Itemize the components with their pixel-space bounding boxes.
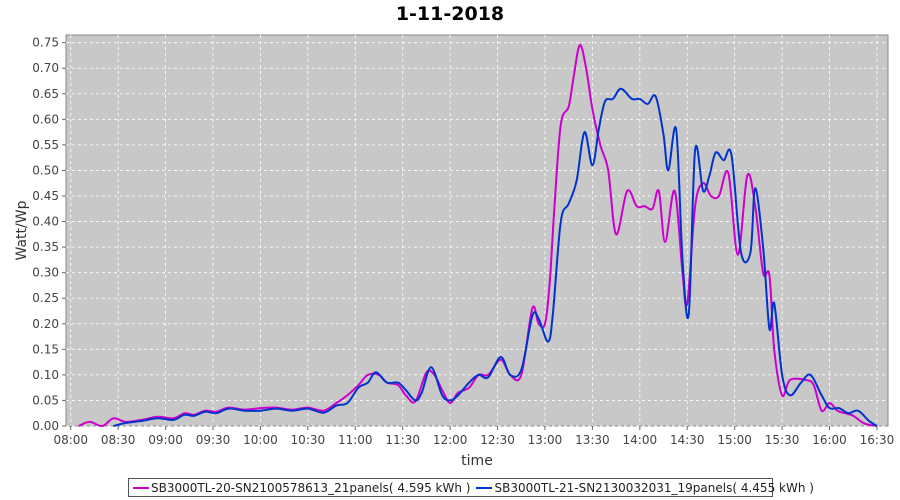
legend-item-1: SB3000TL-20-SN2100578613_21panels( 4.595… — [133, 481, 470, 495]
y-tick-label: 0.75 — [32, 36, 59, 50]
x-tick-label: 10:00 — [243, 433, 278, 447]
x-tick-label: 08:00 — [53, 433, 88, 447]
y-tick-label: 0.40 — [32, 215, 59, 229]
y-tick-label: 0.05 — [32, 393, 59, 407]
x-tick-label: 09:00 — [148, 433, 183, 447]
y-tick-label: 0.60 — [32, 112, 59, 126]
x-tick-label: 13:00 — [528, 433, 563, 447]
y-tick-label: 0.65 — [32, 87, 59, 101]
line-chart: 08:00 08:30 09:00 09:30 10:00 10:30 11:00 11:30… — [14, 34, 894, 469]
legend-swatch — [133, 486, 149, 489]
x-tick-label: 15:30 — [765, 433, 800, 447]
y-tick-label: 0.25 — [32, 291, 59, 305]
legend-item-2: SB3000TL-21-SN2130032031_19panels( 4.455… — [476, 480, 814, 495]
y-tick-label: 0.35 — [32, 240, 59, 254]
series-line-1 — [78, 44, 878, 428]
plot-area — [65, 34, 889, 427]
x-tick-label: 16:30 — [860, 433, 895, 447]
y-tick-label: 0.00 — [32, 419, 59, 433]
x-tick-label: 15:00 — [717, 433, 752, 447]
x-tick-label: 12:30 — [480, 433, 515, 447]
y-tick-label: 0.55 — [32, 138, 59, 152]
y-tick-label: 0.15 — [32, 342, 59, 356]
x-tick-label: 09:30 — [196, 433, 231, 447]
y-tick-label: 0.30 — [32, 266, 59, 280]
series-line-2 — [113, 87, 878, 427]
x-axis-ticks: 08:00 08:30 09:00 09:30 10:00 10:30 11:00 11:30… — [53, 426, 894, 447]
x-tick-label: 10:30 — [291, 433, 326, 447]
legend-label: SB3000TL-21-SN2130032031_19panels( 4.455… — [494, 480, 814, 495]
series-lines — [78, 44, 878, 428]
y-tick-label: 0.70 — [32, 61, 59, 75]
chart-legend: SB3000TL-20-SN2100578613_21panels( 4.595… — [128, 478, 814, 497]
x-tick-label: 16:00 — [812, 433, 847, 447]
x-tick-label: 14:30 — [670, 433, 705, 447]
chart-title: 1-11-2018 — [395, 3, 505, 25]
x-tick-label: 12:00 — [433, 433, 468, 447]
y-tick-label: 0.45 — [32, 189, 59, 203]
y-tick-label: 0.50 — [32, 163, 59, 177]
legend-swatch — [476, 486, 493, 489]
x-tick-label: 08:30 — [101, 433, 136, 447]
x-axis-label: time — [461, 453, 493, 469]
x-tick-label: 13:30 — [575, 433, 610, 447]
x-tick-label: 11:30 — [385, 433, 420, 447]
x-tick-label: 11:00 — [338, 433, 373, 447]
legend-label: SB3000TL-20-SN2100578613_21panels( 4.595… — [151, 480, 471, 495]
y-tick-label: 0.20 — [32, 317, 59, 331]
x-tick-label: 14:00 — [623, 433, 658, 447]
y-tick-label: 0.10 — [32, 368, 59, 382]
y-axis-label: Watt/Wp — [14, 200, 30, 260]
y-axis-ticks: 0.00 0.05 0.10 0.15 0.20 0.25 0.30 0.35 0.40 0.45… — [32, 36, 66, 433]
